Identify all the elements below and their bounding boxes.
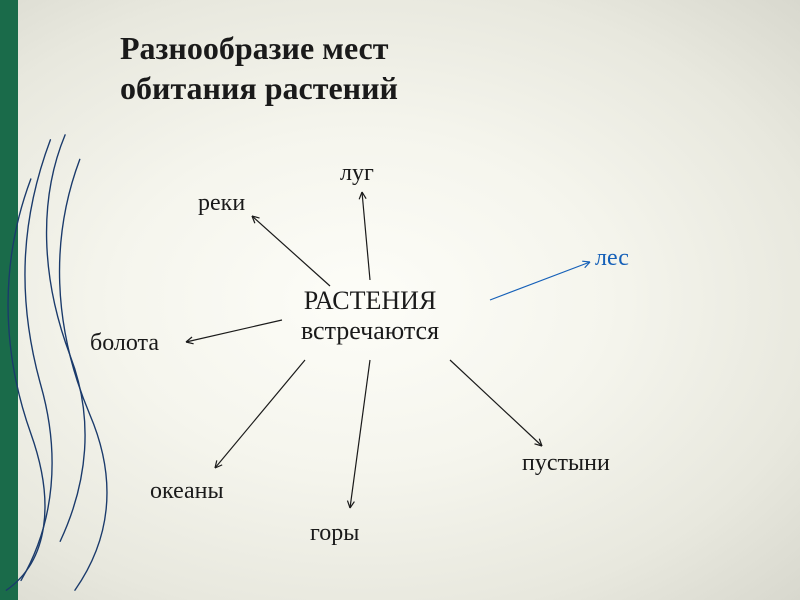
title-line-1: Разнообразие мест bbox=[120, 30, 388, 66]
line-okeany bbox=[215, 360, 305, 468]
decorative-flourish bbox=[0, 130, 180, 600]
center-line-2: встречаются bbox=[301, 316, 439, 345]
node-bolota: болота bbox=[90, 330, 159, 357]
center-node: РАСТЕНИЯ встречаются bbox=[260, 286, 480, 346]
node-pustyni: пустыни bbox=[522, 450, 610, 477]
line-les bbox=[490, 262, 590, 300]
node-lug: луг bbox=[340, 160, 374, 187]
flourish-curve-0 bbox=[21, 140, 52, 581]
flourish-curve-1 bbox=[60, 159, 107, 590]
node-les: лес bbox=[595, 245, 629, 272]
page-title: Разнообразие мест обитания растений bbox=[120, 28, 398, 108]
line-pustyni bbox=[450, 360, 542, 446]
flourish-curve-3 bbox=[47, 135, 86, 541]
center-line-1: РАСТЕНИЯ bbox=[304, 286, 437, 315]
node-okeany: океаны bbox=[150, 478, 224, 505]
accent-bar bbox=[0, 0, 18, 600]
line-reki bbox=[252, 216, 330, 286]
node-gory: горы bbox=[310, 520, 359, 547]
line-gory bbox=[350, 360, 370, 508]
title-line-2: обитания растений bbox=[120, 70, 398, 106]
node-reki: реки bbox=[198, 190, 245, 217]
line-lug bbox=[362, 192, 370, 280]
